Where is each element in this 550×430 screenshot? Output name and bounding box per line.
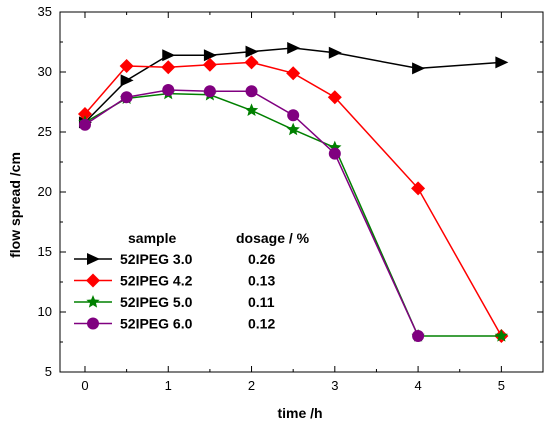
data-point [245, 45, 259, 58]
data-point [77, 107, 92, 121]
data-point [287, 109, 300, 122]
data-point [244, 55, 259, 70]
x-tick-label: 0 [81, 378, 88, 393]
x-tick-label: 1 [165, 378, 172, 393]
legend-label: 52IPEG 3.0 [120, 251, 193, 267]
x-tick-label: 3 [331, 378, 338, 393]
series-layer [77, 42, 509, 343]
data-point [78, 118, 91, 131]
x-axis-title: time /h [277, 405, 322, 421]
axes-layer: 0 1 2 3 4 5 5 10 15 20 25 30 35 [38, 4, 544, 393]
y-tick-label: 35 [38, 4, 52, 19]
y-tick-label: 15 [38, 244, 52, 259]
data-point [202, 57, 217, 72]
legend-label: 52IPEG 4.2 [120, 273, 193, 289]
data-point [286, 122, 300, 136]
data-point [494, 329, 509, 342]
data-point [327, 90, 342, 105]
legend-marker [87, 253, 100, 265]
x-tick-label: 4 [414, 378, 421, 393]
series-line [84, 89, 419, 337]
data-point [162, 49, 176, 62]
data-point [411, 181, 426, 196]
data-point [120, 74, 134, 87]
data-point [244, 103, 259, 117]
x-tick-label: 2 [248, 378, 255, 393]
data-point [287, 42, 301, 54]
legend-label: 52IPEG 5.0 [120, 294, 193, 310]
legend-marker [87, 317, 99, 330]
data-point [245, 85, 258, 98]
legend-marker [86, 273, 100, 288]
y-tick-label: 5 [45, 364, 52, 379]
legend-header-sample: sample [128, 230, 176, 246]
y-tick-label: 25 [38, 124, 52, 139]
legend-dosage: 0.12 [248, 316, 275, 332]
data-point [412, 62, 426, 75]
x-tick-label: 5 [498, 378, 505, 393]
data-point [286, 66, 301, 81]
legend-dosage: 0.26 [248, 251, 275, 267]
legend-dosage: 0.13 [248, 273, 275, 289]
data-point [161, 60, 176, 75]
y-axis-title: flow spread /cm [7, 152, 23, 258]
data-point [120, 91, 133, 104]
y-tick-label: 20 [38, 184, 52, 199]
data-point [203, 85, 216, 98]
legend-header-dosage: dosage / % [236, 230, 310, 246]
y-tick-label: 30 [38, 64, 52, 79]
legend-dosage: 0.11 [248, 294, 275, 310]
data-point [119, 59, 134, 73]
series-52IPEG-6_0 [78, 84, 425, 342]
legend-label: 52IPEG 6.0 [120, 316, 193, 332]
data-point [328, 147, 341, 160]
data-point [328, 46, 342, 59]
legend: sample dosage / % 52IPEG 3.0 0.26 52IPEG 4.2… [74, 230, 310, 332]
data-point [495, 56, 509, 69]
data-point [412, 330, 425, 342]
data-point [203, 49, 217, 62]
y-tick-label: 10 [38, 304, 52, 319]
legend-marker [86, 295, 100, 308]
data-point [162, 84, 175, 96]
